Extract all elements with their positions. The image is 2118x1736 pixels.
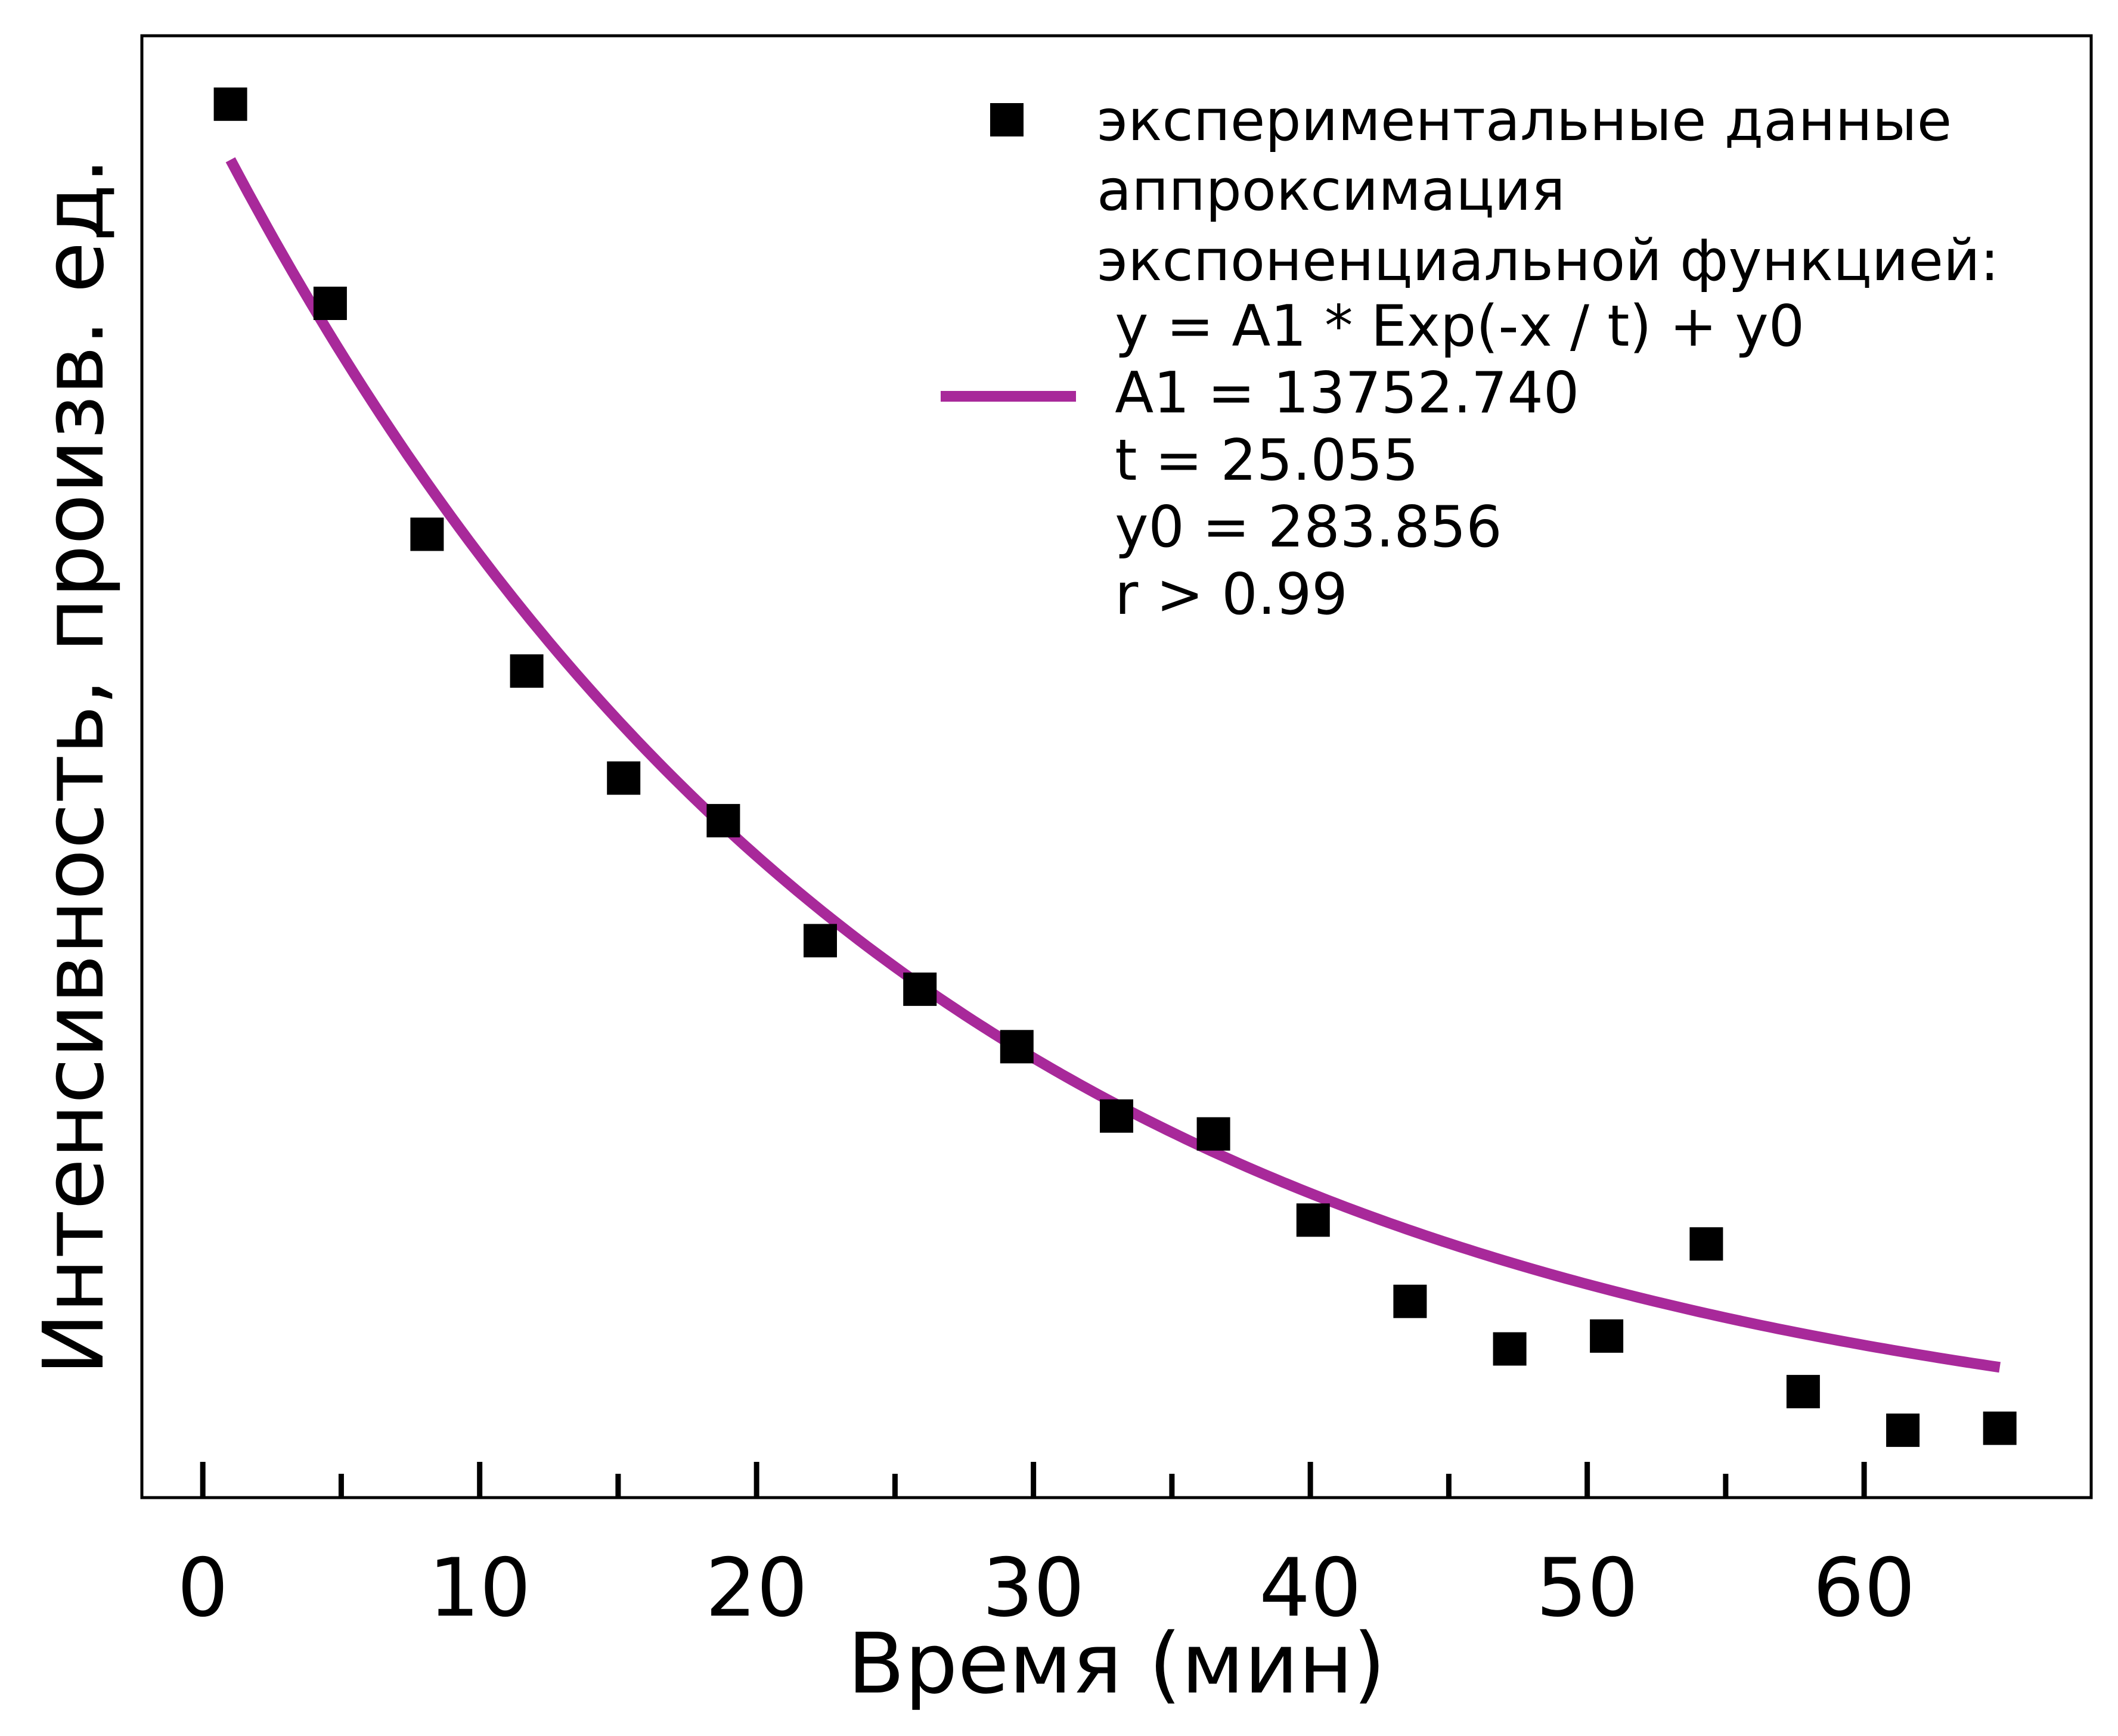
x-axis-ticks: 0 10 20 30 40 50 60 — [177, 1462, 1915, 1635]
data-point-15 — [1590, 1319, 1624, 1353]
legend-fit-label-line-5: t = 25.055 — [1097, 428, 1419, 493]
x-tick-label-0: 0 — [177, 1541, 228, 1635]
data-point-11 — [1196, 1117, 1230, 1151]
data-point-14 — [1493, 1332, 1527, 1366]
data-point-6 — [706, 804, 740, 838]
data-point-5 — [607, 761, 641, 795]
x-tick-label-20: 20 — [705, 1541, 808, 1635]
legend-fit-label-line-6: y0 = 283.856 — [1097, 495, 1502, 560]
legend-fit-label-line-3: y = A1 * Exp(-x / t) + y0 — [1097, 294, 1804, 359]
x-tick-label-60: 60 — [1813, 1541, 1915, 1635]
data-points-layer — [213, 87, 2017, 1447]
x-tick-label-50: 50 — [1536, 1541, 1639, 1635]
legend-fit-label-line-2: экспоненциальной функцией: — [1097, 228, 1999, 294]
legend-fit-label-line-1: аппроксимация — [1097, 158, 1565, 223]
data-point-9 — [1000, 1030, 1034, 1064]
data-point-16 — [1689, 1227, 1723, 1261]
legend-fit-label-line-7: r > 0.99 — [1097, 562, 1348, 628]
data-point-4 — [510, 654, 544, 688]
data-point-10 — [1100, 1099, 1133, 1133]
data-point-2 — [313, 287, 347, 320]
legend-scatter-marker — [990, 103, 1024, 136]
x-tick-label-40: 40 — [1259, 1541, 1362, 1635]
data-point-19 — [1983, 1411, 2017, 1445]
y-axis-label: Интенсивность, произв. ед. — [26, 157, 123, 1375]
data-point-17 — [1786, 1375, 1820, 1409]
legend-fit-label-line-4: A1 = 13752.740 — [1097, 361, 1579, 426]
data-point-18 — [1886, 1413, 1920, 1447]
plot-frame — [140, 34, 2093, 1499]
x-axis-label: Время (мин) — [848, 1616, 1386, 1713]
data-point-7 — [804, 924, 837, 958]
data-point-1 — [213, 87, 247, 121]
legend: экспериментальные данные аппроксимация э… — [941, 88, 1999, 628]
data-point-3 — [410, 517, 444, 551]
data-point-12 — [1296, 1203, 1330, 1237]
data-point-13 — [1393, 1284, 1427, 1318]
x-tick-label-30: 30 — [982, 1541, 1085, 1635]
data-point-8 — [903, 972, 937, 1006]
x-tick-label-10: 10 — [429, 1541, 531, 1635]
legend-scatter-label: экспериментальные данные — [1097, 88, 1952, 154]
